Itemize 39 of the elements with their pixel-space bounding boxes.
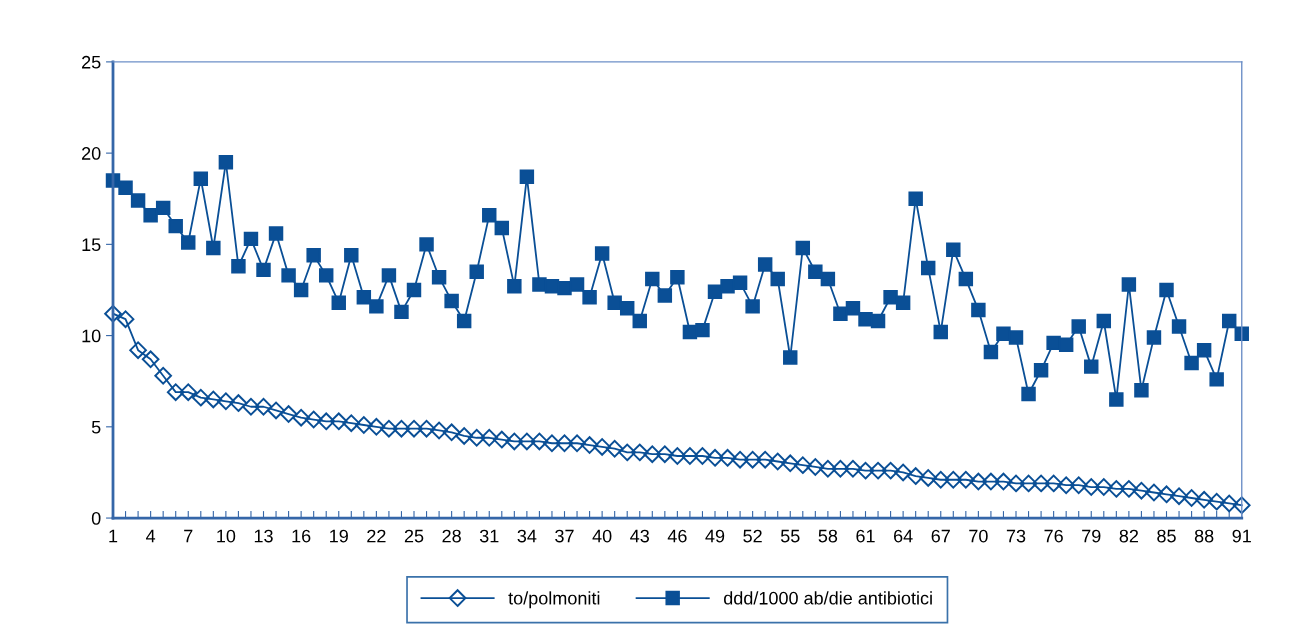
legend-label: to/polmoniti	[508, 591, 600, 609]
y-tick-label: 20	[82, 147, 101, 160]
legend-label: ddd/1000 ab/die antibiotici	[724, 591, 932, 605]
x-tick-label: 25	[404, 529, 424, 543]
x-tick-label: 67	[931, 529, 950, 543]
y-tick-label: 25	[82, 55, 101, 69]
x-tick-label: 52	[743, 529, 762, 543]
x-tick-label: 22	[367, 529, 386, 543]
y-tick-label: 5	[91, 420, 101, 434]
x-tick-label: 58	[818, 529, 838, 543]
x-tick-label: 73	[1006, 529, 1026, 543]
x-tick-label: 64	[894, 529, 913, 543]
x-tick-label: 28	[442, 529, 461, 543]
x-tick-label: 82	[1119, 529, 1139, 543]
x-tick-label: 37	[555, 529, 574, 543]
x-tick-label: 91	[1232, 529, 1251, 543]
y-tick-label: 10	[82, 329, 101, 343]
x-tick-label: 19	[330, 529, 348, 543]
x-tick-label: 43	[630, 529, 649, 543]
x-tick-label: 85	[1157, 529, 1176, 543]
x-tick-label: 4	[146, 529, 156, 543]
x-tick-label: 88	[1194, 529, 1214, 543]
x-tick-label: 7	[184, 529, 193, 543]
x-tick-label: 49	[705, 529, 725, 543]
x-tick-label: 46	[667, 529, 687, 543]
x-tick-label: 13	[254, 529, 273, 543]
x-tick-label: 40	[592, 529, 612, 543]
x-tick-label: 31	[479, 529, 499, 543]
x-tick-label: 61	[856, 529, 875, 543]
x-tick-label: 76	[1044, 529, 1063, 543]
x-tick-label: 34	[517, 529, 537, 543]
y-tick-label: 15	[82, 238, 101, 252]
y-tick-label: 0	[91, 511, 101, 525]
x-tick-label: 16	[292, 529, 311, 543]
x-tick-label: 55	[780, 529, 800, 543]
x-tick-label: 70	[969, 529, 988, 543]
x-tick-label: 79	[1082, 529, 1101, 543]
x-tick-label: 1	[109, 529, 118, 543]
x-tick-label: 10	[217, 529, 236, 543]
